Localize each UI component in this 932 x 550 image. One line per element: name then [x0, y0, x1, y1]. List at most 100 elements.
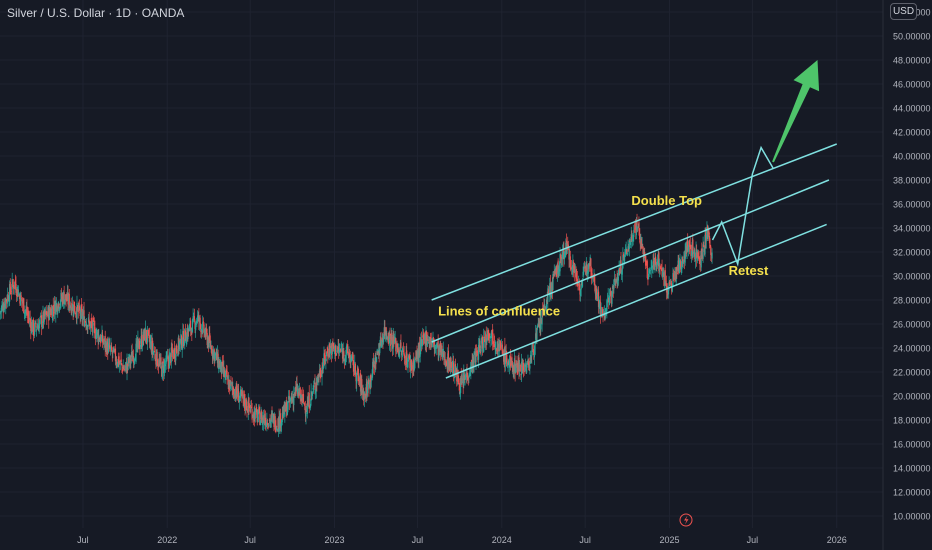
candle-body: [606, 299, 609, 303]
candle-body: [120, 360, 122, 363]
candle-body: [538, 323, 540, 327]
candle-body: [668, 281, 670, 286]
candle-body: [332, 343, 335, 349]
candle-body: [222, 362, 224, 364]
candle-body: [290, 398, 292, 402]
candle-body: [531, 350, 533, 357]
candle-body: [154, 353, 156, 359]
lightning-icon[interactable]: [679, 513, 693, 527]
candle-body: [501, 344, 503, 348]
time-axis[interactable]: Jul 2022 Jul 2023 Jul 2024 Jul 2025 Jul 2026: [77, 535, 847, 545]
candle-body: [197, 314, 199, 318]
candle-body: [670, 283, 672, 285]
candle-body: [3, 303, 6, 310]
candle-body: [161, 362, 163, 379]
candle-body: [411, 366, 414, 370]
candle-body: [297, 390, 299, 394]
candle-body: [710, 254, 713, 256]
candle-body: [357, 367, 359, 376]
candle-body: [92, 320, 94, 333]
candle-body: [227, 379, 229, 390]
candle-body: [360, 380, 362, 394]
drawings[interactable]: Lines of confluence Double Top Retest: [431, 60, 837, 379]
candle-body: [681, 258, 684, 264]
candle-body: [499, 343, 501, 350]
candle-body: [141, 334, 143, 348]
candle-body: [17, 289, 19, 297]
candle-body: [451, 367, 453, 371]
candle-body: [137, 339, 140, 342]
candle-body: [141, 345, 144, 347]
candle-body: [589, 256, 591, 265]
candle-body: [262, 417, 264, 420]
candle-body: [270, 420, 272, 423]
candle-body: [400, 342, 402, 349]
candle-body: [268, 419, 271, 421]
candle-body: [254, 409, 256, 419]
candle-body: [355, 376, 357, 382]
candle-body: [25, 309, 27, 311]
candle-body: [509, 359, 511, 360]
time-tick-label: 2026: [827, 535, 847, 545]
candle-body: [427, 342, 430, 344]
candle-body: [490, 336, 492, 338]
candle-body: [384, 326, 386, 336]
candle-body: [343, 359, 346, 361]
candle-body: [108, 343, 110, 345]
candle-body: [483, 337, 485, 338]
candle-body: [667, 287, 670, 295]
candle-body: [243, 394, 246, 405]
candle-body: [474, 353, 476, 355]
candle-body: [106, 340, 108, 354]
candle-body: [404, 355, 406, 364]
candle-body: [86, 325, 88, 329]
candle-body: [80, 304, 83, 311]
candle-body: [604, 308, 607, 317]
candle-body: [378, 351, 380, 356]
candle-body: [458, 382, 460, 384]
candle-body: [314, 382, 316, 390]
candle-body: [200, 324, 202, 332]
candle-body: [336, 347, 339, 350]
candle-body: [145, 330, 147, 339]
currency-button[interactable]: USD: [890, 3, 917, 20]
candle-body: [365, 394, 367, 398]
candle-body: [178, 338, 180, 349]
candle-body: [191, 319, 194, 333]
candle-body: [147, 330, 149, 332]
candle-body: [274, 416, 276, 430]
candle-body: [266, 422, 269, 426]
candle-body: [386, 337, 389, 340]
candle-body: [673, 276, 675, 280]
candle-body: [504, 349, 507, 364]
candle-body: [24, 309, 26, 314]
candle-body: [620, 260, 622, 274]
candle-body: [477, 344, 480, 360]
candle-body: [99, 339, 101, 342]
candle-body: [28, 318, 30, 320]
candle-body: [350, 356, 353, 361]
candle-body: [577, 283, 579, 286]
candle-body: [628, 240, 630, 249]
candle-body: [266, 419, 268, 426]
candle-body: [379, 348, 381, 354]
candle-body: [19, 292, 22, 306]
candle-body: [271, 413, 273, 416]
candle-body: [705, 234, 707, 242]
candle-body: [582, 271, 584, 277]
candle-body: [207, 337, 210, 348]
price-tick-label: 14.00000: [893, 464, 931, 474]
candle-body: [35, 329, 38, 331]
candle-body: [646, 263, 648, 265]
candle-body: [196, 315, 199, 322]
candle-body: [465, 372, 467, 378]
candle-body: [615, 279, 617, 281]
candle-body: [532, 342, 534, 353]
candle-body: [303, 403, 305, 405]
candle-body: [644, 256, 646, 262]
channel-line-middle: [431, 179, 830, 343]
candle-body: [545, 299, 548, 312]
candle-body: [57, 301, 59, 308]
price-tick-label: 36.00000: [893, 200, 931, 210]
